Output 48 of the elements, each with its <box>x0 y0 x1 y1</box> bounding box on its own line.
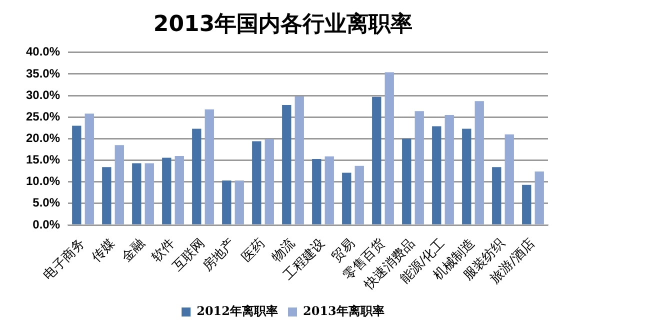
bar <box>162 158 172 224</box>
y-tick-label: 40.0% <box>26 44 60 59</box>
bar <box>372 96 382 224</box>
bar <box>234 180 244 224</box>
bar <box>384 72 394 224</box>
bar <box>522 184 532 224</box>
bar <box>324 156 334 224</box>
bar <box>444 114 454 224</box>
bar <box>474 101 484 224</box>
bar <box>132 163 142 224</box>
bar <box>114 145 124 224</box>
bar <box>192 128 202 224</box>
bar <box>492 167 502 224</box>
bar <box>282 105 292 224</box>
y-tick-label: 15.0% <box>26 152 60 167</box>
bar <box>402 138 412 224</box>
bar <box>342 172 352 224</box>
bar <box>294 96 304 224</box>
x-tick-label: 金融 <box>119 236 148 266</box>
bar <box>144 163 154 224</box>
bar <box>312 158 322 224</box>
y-tick-label: 10.0% <box>26 174 60 188</box>
bar <box>504 134 514 224</box>
bar <box>432 126 442 224</box>
x-tick-label: 电子商务 <box>40 236 88 284</box>
bar <box>354 166 364 224</box>
x-tick-label: 传媒 <box>89 236 118 266</box>
bar <box>84 114 94 224</box>
y-tick-label: 30.0% <box>26 88 60 102</box>
y-tick-label: 25.0% <box>26 109 60 124</box>
y-tick-label: 0.0% <box>32 217 60 232</box>
bar <box>264 139 274 224</box>
bar <box>222 180 232 224</box>
bar <box>252 141 262 224</box>
legend-label: 2012年离职率 <box>196 304 278 318</box>
bar <box>72 126 82 224</box>
bar <box>534 172 544 224</box>
bar <box>204 109 214 224</box>
bar <box>102 167 112 224</box>
bar <box>414 111 424 224</box>
chart-title: 2013年国内各行业离职率 <box>153 10 413 37</box>
bar <box>462 128 472 224</box>
y-tick-label: 20.0% <box>26 131 60 146</box>
x-tick-label: 医药 <box>239 236 268 266</box>
y-tick-label: 35.0% <box>26 66 60 80</box>
y-tick-label: 5.0% <box>32 196 60 210</box>
legend-label: 2013年离职率 <box>303 304 384 318</box>
bar <box>174 156 184 224</box>
